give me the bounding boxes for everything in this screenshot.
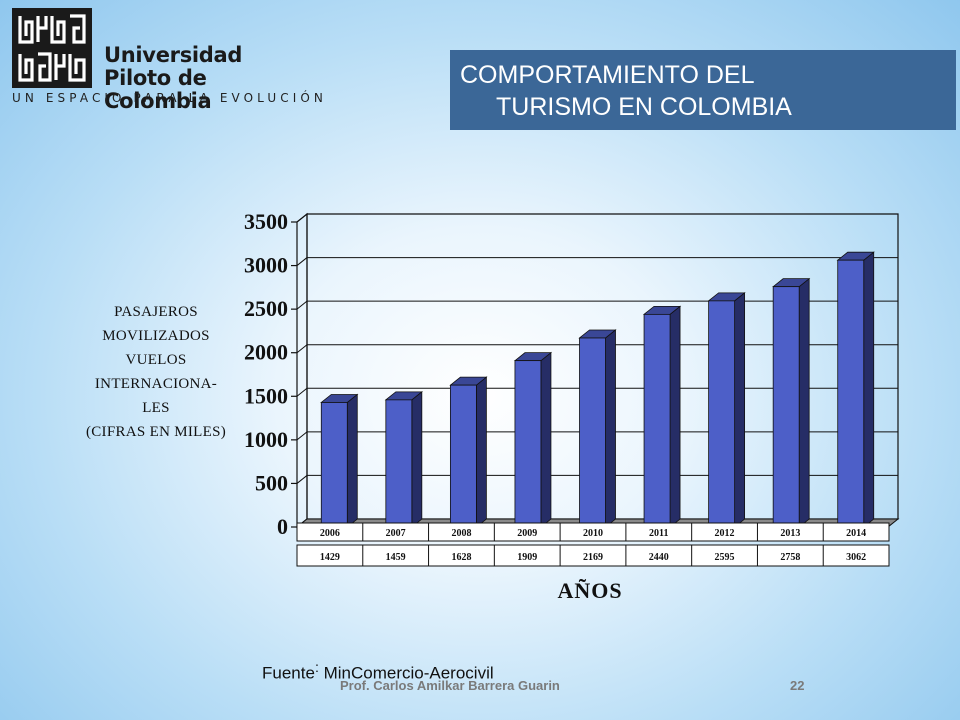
- data-label: 2595: [715, 552, 735, 563]
- bar-front: [449, 384, 477, 528]
- bar-side: [346, 393, 358, 528]
- bar-2009: [513, 351, 553, 528]
- bar-side: [669, 305, 681, 528]
- bar-front: [320, 402, 348, 528]
- data-label: 1628: [451, 552, 471, 563]
- bar-2007: [384, 391, 423, 528]
- y-tick-label: 1000: [244, 427, 288, 452]
- x-tick-label: 2008: [451, 528, 471, 539]
- x-axis-label: AÑOS: [557, 578, 623, 603]
- bar-2006: [320, 393, 359, 528]
- y-axis-label: PASAJEROS MOVILIZADOS VUELOS INTERNACIONA- L…: [66, 300, 246, 444]
- y-axis-label-line: PASAJEROS: [114, 304, 198, 320]
- bar-2011: [642, 305, 682, 528]
- data-label: 1459: [386, 552, 406, 563]
- bar-front: [385, 399, 413, 528]
- bar-front: [772, 286, 800, 528]
- source-colon: :: [314, 660, 319, 676]
- y-axis-label-line: (CIFRAS EN MILES): [85, 424, 227, 440]
- y-axis-label-line: VUELOS: [125, 352, 187, 368]
- data-label: 3062: [846, 552, 866, 563]
- bar-2014: [836, 251, 875, 528]
- title-line1: COMPORTAMIENTO DEL: [460, 61, 755, 89]
- table-value-row: [296, 544, 890, 567]
- y-tick-label: 1500: [244, 383, 288, 408]
- logo-name-line1: Universidad: [104, 43, 243, 67]
- x-tick-label: 2010: [583, 528, 603, 539]
- gridline-side: [296, 387, 308, 397]
- y-axis-label-line: LES: [142, 400, 170, 416]
- bar-front: [837, 259, 865, 528]
- gridline-side: [296, 344, 308, 354]
- bar-side: [605, 329, 616, 528]
- logo-tagline: UN ESPACIO PARA LA EVOLUCIÓN: [12, 91, 327, 105]
- source-value: MinComercio-Aerocivil: [318, 663, 494, 683]
- y-tick-label: 2000: [244, 340, 288, 365]
- x-tick-label: 2009: [517, 528, 537, 539]
- bar-2013: [772, 277, 811, 528]
- slide-title: COMPORTAMIENTO DEL TURISMO EN COLOMBIA: [450, 50, 956, 130]
- data-label: 2440: [649, 552, 669, 563]
- logo-maze-icon: [12, 8, 92, 88]
- gridline-side: [296, 431, 308, 441]
- bar-2010: [578, 329, 617, 528]
- bar-front: [708, 300, 736, 528]
- y-tick-label: 500: [255, 470, 288, 495]
- bar-side: [411, 391, 423, 528]
- x-tick-label: 2007: [386, 528, 406, 539]
- author-credit: Prof. Carlos Amilkar Barrera Guarin: [340, 678, 560, 693]
- gridline-side: [296, 475, 308, 484]
- source-label: Fuente: [262, 663, 315, 683]
- x-tick-label: 2011: [649, 528, 668, 539]
- y-tick-label: 0: [277, 514, 288, 539]
- bar-side: [863, 251, 875, 528]
- title-line2: TURISMO EN COLOMBIA: [496, 93, 792, 121]
- data-label: 2758: [780, 552, 800, 563]
- y-axis-label-line: INTERNACIONA-: [94, 376, 218, 392]
- gridline-side: [296, 300, 308, 310]
- bar-side: [798, 277, 810, 528]
- data-label: 2169: [583, 552, 603, 563]
- bar-side: [540, 351, 552, 528]
- page-number: 22: [790, 678, 805, 693]
- x-tick-label: 2006: [320, 528, 340, 539]
- y-tick-label: 3000: [244, 253, 288, 278]
- bar-2012: [707, 292, 746, 528]
- source-note: Fuente: MinComercio-Aerocivil: [262, 660, 494, 684]
- table-category-row: [296, 522, 890, 542]
- bar-front: [514, 360, 542, 528]
- logo-name: Universidad Piloto de Colombia: [104, 44, 312, 113]
- bar-front: [643, 313, 671, 528]
- data-label: 1429: [320, 552, 340, 563]
- bar-front: [579, 337, 606, 528]
- x-tick-label: 2014: [846, 528, 866, 539]
- y-tick-label: 3500: [244, 209, 288, 234]
- bar-side: [475, 376, 487, 528]
- gridline-side: [296, 213, 308, 223]
- gridline-side: [296, 257, 308, 266]
- bar-side: [734, 292, 746, 528]
- x-tick-label: 2013: [780, 528, 800, 539]
- y-tick-label: 2500: [244, 296, 288, 321]
- university-logo: Universidad Piloto de Colombia UN ESPACI…: [12, 8, 323, 113]
- y-axis-label-line: MOVILIZADOS: [102, 328, 210, 344]
- data-label: 1909: [517, 552, 537, 563]
- logo-name-line2: Piloto de Colombia: [104, 66, 212, 113]
- bar-2008: [449, 376, 488, 528]
- x-tick-label: 2012: [715, 528, 735, 539]
